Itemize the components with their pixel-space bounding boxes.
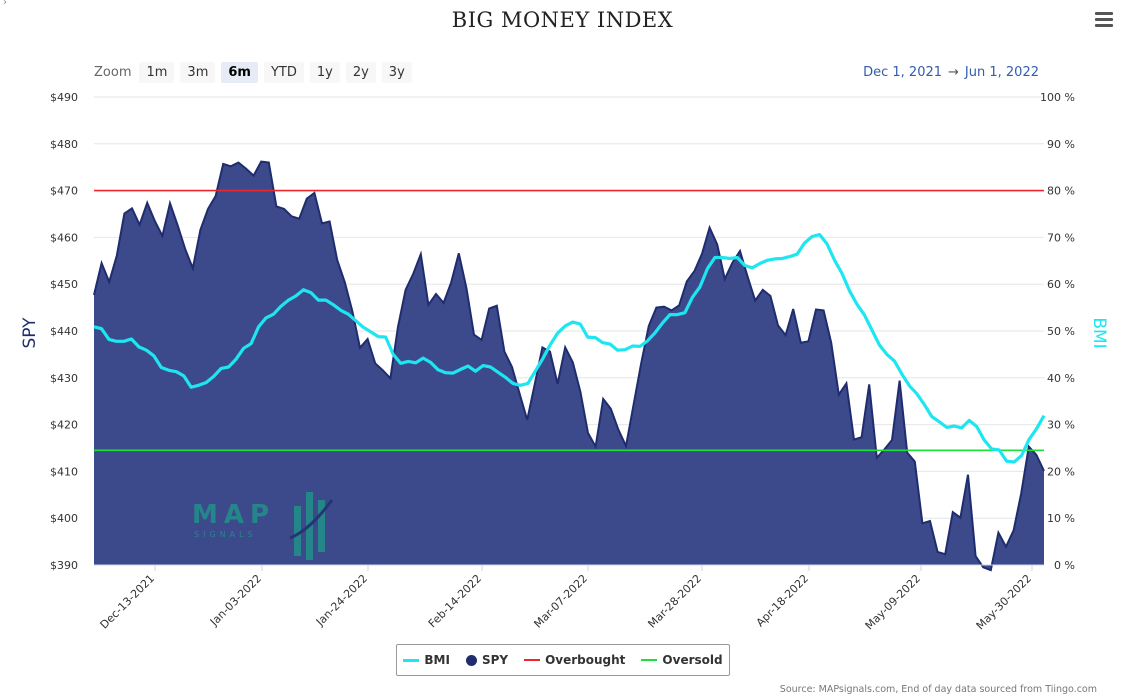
zoom-label: Zoom — [94, 65, 132, 80]
y-left-tick-label: $390 — [50, 559, 78, 572]
x-tick-label: Apr-18-2022 — [754, 572, 811, 629]
logo-subtext: SIGNALS — [194, 530, 257, 539]
y-left-tick-label: $470 — [50, 185, 78, 198]
y-left-tick-label: $400 — [50, 512, 78, 525]
y-right-tick-label: 60 % — [1047, 278, 1075, 291]
y-right-tick-label: 30 % — [1047, 419, 1075, 432]
legend-item-oversold[interactable]: Oversold — [641, 653, 723, 667]
legend-bmi-swatch — [403, 658, 420, 662]
reference-lines — [94, 189, 1044, 452]
x-tick-label: Mar-07-2022 — [531, 572, 590, 631]
y-left-tick-label: $460 — [50, 231, 78, 244]
legend-overbought-swatch — [524, 659, 541, 661]
x-tick-label: Mar-28-2022 — [645, 572, 704, 631]
y-right-tick-label: 50 % — [1047, 325, 1075, 338]
zoom-3y-button[interactable]: 3y — [381, 62, 412, 83]
spy-line — [93, 160, 1045, 572]
zoom-bar: Zoom 1m 3m 6m YTD 1y 2y 3y — [94, 62, 412, 83]
x-tick-label: Feb-14-2022 — [426, 572, 484, 630]
y-right-tick-label: 10 % — [1047, 512, 1075, 525]
y-right-tick-label: 70 % — [1047, 231, 1075, 244]
legend-item-spy[interactable]: SPY — [465, 653, 509, 667]
bmi-line — [93, 233, 1046, 464]
zoom-1m-button[interactable]: 1m — [139, 62, 175, 83]
x-tick-label: Jan-03-2022 — [207, 572, 264, 629]
legend-item-bmi[interactable]: BMI — [403, 653, 450, 667]
range-to-input[interactable]: Jun 1, 2022 — [964, 65, 1039, 80]
range-arrow-icon: → — [948, 65, 959, 80]
zoom-6m-button[interactable]: 6m — [221, 62, 258, 83]
y-right-tick-label: 40 % — [1047, 372, 1075, 385]
legend-item-overbought[interactable]: Overbought — [524, 653, 625, 667]
legend-spy-swatch — [465, 654, 477, 666]
corner-chevron-icon: › — [3, 0, 7, 8]
spy-area — [94, 161, 1044, 571]
y-left-tick-label: $430 — [50, 372, 78, 385]
date-range: Dec 1, 2021 → Jun 1, 2022 — [863, 65, 1039, 80]
zoom-3m-button[interactable]: 3m — [180, 62, 216, 83]
legend-spy-label: SPY — [481, 653, 509, 667]
y-left-tick-label: $410 — [50, 465, 78, 478]
x-tick-label: Jan-24-2022 — [313, 572, 370, 629]
legend-oversold-swatch — [641, 659, 658, 661]
chart-legend: BMI SPY Overbought Oversold — [396, 644, 730, 676]
hamburger-menu-icon[interactable] — [1095, 12, 1113, 28]
x-tick-label: May-30-2022 — [974, 572, 1034, 632]
y-right-tick-label: 20 % — [1047, 465, 1075, 478]
zoom-1y-button[interactable]: 1y — [309, 62, 340, 83]
y-left-tick-label: $490 — [50, 91, 78, 104]
legend-overbought-label: Overbought — [545, 653, 626, 667]
legend-oversold-label: Oversold — [662, 653, 723, 667]
y-right-tick-label: 90 % — [1047, 138, 1075, 151]
logo-text: MAP — [192, 500, 276, 530]
y-right-axis-title: BMI — [1089, 317, 1109, 348]
chart-title: BIG MONEY INDEX — [451, 8, 674, 32]
zoom-ytd-button[interactable]: YTD — [263, 62, 304, 83]
zoom-2y-button[interactable]: 2y — [345, 62, 376, 83]
bmi-series — [93, 233, 1046, 464]
map-signals-logo: MAP SIGNALS — [190, 490, 340, 562]
range-from-input[interactable]: Dec 1, 2021 — [863, 65, 943, 80]
y-right-tick-label: 0 % — [1054, 559, 1075, 572]
logo-mark-icon — [289, 492, 334, 560]
y-left-axis-title: SPY — [20, 317, 40, 349]
y-left-tick-label: $450 — [50, 278, 78, 291]
y-right-tick-label: 80 % — [1047, 185, 1075, 198]
spy-series — [93, 160, 1045, 572]
y-left-tick-label: $420 — [50, 419, 78, 432]
legend-bmi-label: BMI — [424, 653, 450, 667]
y-left-tick-label: $480 — [50, 138, 78, 151]
source-credit: Source: MAPsignals.com, End of day data … — [779, 684, 1097, 695]
x-tick-label: Dec-13-2021 — [98, 572, 158, 632]
y-right-tick-label: 100 % — [1040, 91, 1075, 104]
x-tick-label: May-09-2022 — [863, 572, 923, 632]
y-left-tick-label: $440 — [50, 325, 78, 338]
